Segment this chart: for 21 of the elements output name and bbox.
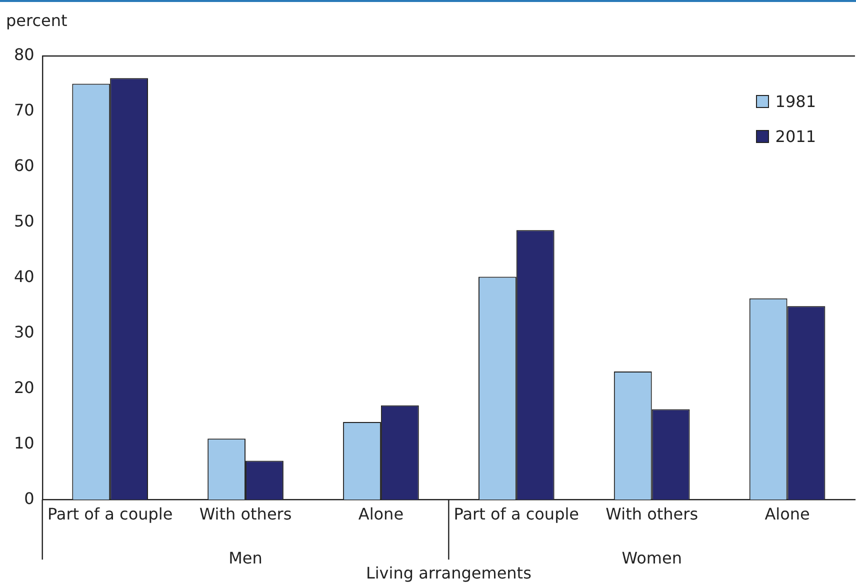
y-tick-label: 40 bbox=[14, 266, 34, 286]
y-tick-label: 0 bbox=[24, 488, 34, 508]
x-tick-label: With others bbox=[199, 504, 292, 524]
x-tick-label: Part of a couple bbox=[454, 504, 580, 524]
x-tick-label: Alone bbox=[764, 504, 810, 524]
y-tick-label: 60 bbox=[14, 156, 34, 176]
text: Men bbox=[228, 548, 262, 568]
y-tick-label: 30 bbox=[14, 322, 34, 342]
x-axis-title: Living arrangements bbox=[366, 564, 532, 583]
x-tick-label: Alone bbox=[358, 504, 404, 524]
x-tick-label: With others bbox=[606, 504, 698, 524]
x-tick-label: Part of a couple bbox=[47, 504, 173, 524]
y-tick-label: 80 bbox=[14, 45, 34, 64]
y-axis-title: percent bbox=[6, 11, 68, 30]
y-tick-label: 10 bbox=[14, 433, 34, 452]
legend-label: 2011 bbox=[774, 126, 816, 148]
legend-label: 1981 bbox=[774, 91, 816, 113]
text: Women bbox=[622, 548, 682, 568]
y-tick-label: 70 bbox=[14, 100, 34, 120]
y-tick-label: 20 bbox=[14, 378, 34, 397]
y-tick-label: 50 bbox=[14, 212, 34, 231]
